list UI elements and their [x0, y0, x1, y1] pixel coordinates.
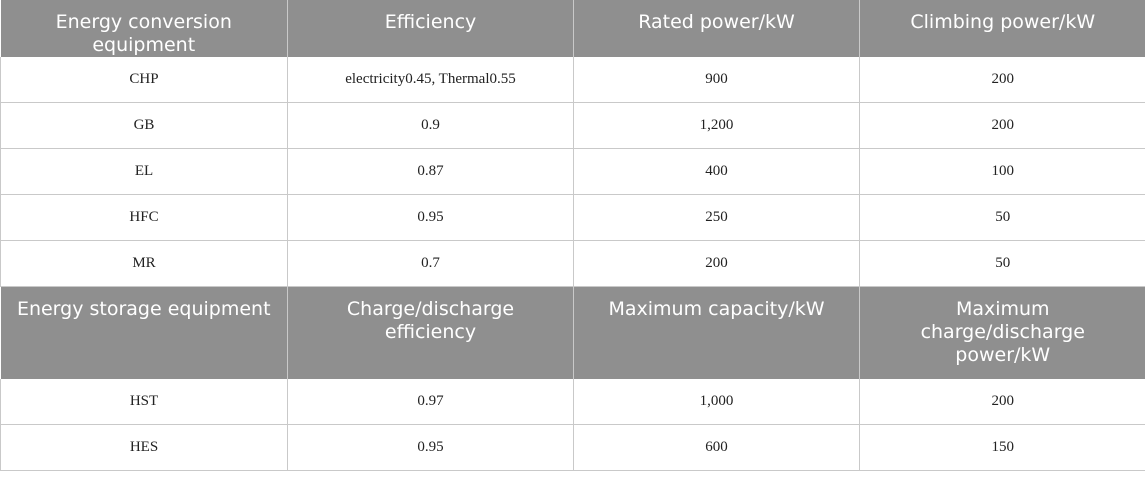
- header-cell: Rated power/kW: [573, 0, 860, 57]
- table-cell: 900: [573, 57, 860, 103]
- table-cell: 250: [573, 194, 860, 241]
- header-cell: Efficiency: [287, 0, 574, 57]
- table-cell: electricity0.45, Thermal0.55: [287, 57, 574, 103]
- table-cell: 50: [859, 194, 1145, 241]
- table-row: MR 0.7 200 50: [0, 240, 1145, 287]
- table-row: CHP electricity0.45, Thermal0.55 900 200: [0, 57, 1145, 103]
- storage-header-row: Energy storage equipment Charge/discharg…: [0, 286, 1145, 379]
- table-cell: HFC: [0, 194, 288, 241]
- table-cell: HES: [0, 424, 288, 471]
- table-cell: 400: [573, 148, 860, 195]
- table-cell: GB: [0, 102, 288, 149]
- table-row: GB 0.9 1,200 200: [0, 102, 1145, 149]
- header-cell: Charge/discharge efficiency: [287, 286, 574, 379]
- table-cell: 1,000: [573, 378, 860, 425]
- table-cell: HST: [0, 378, 288, 425]
- conversion-header-row: Energy conversion equipment Efficiency R…: [0, 0, 1145, 57]
- table-cell: 0.97: [287, 378, 574, 425]
- table-cell: 1,200: [573, 102, 860, 149]
- table-cell: 0.95: [287, 194, 574, 241]
- table-cell: EL: [0, 148, 288, 195]
- header-cell: Maximum charge/discharge power/kW: [859, 286, 1145, 379]
- table-cell: CHP: [0, 57, 288, 103]
- table-cell: 150: [859, 424, 1145, 471]
- header-cell: Maximum capacity/kW: [573, 286, 860, 379]
- table-cell: 50: [859, 240, 1145, 287]
- table-cell: 0.95: [287, 424, 574, 471]
- table-row: HST 0.97 1,000 200: [0, 378, 1145, 425]
- table-cell: 200: [573, 240, 860, 287]
- table-cell: 200: [859, 378, 1145, 425]
- table-cell: 200: [859, 57, 1145, 103]
- header-cell: Climbing power/kW: [859, 0, 1145, 57]
- table-row: HES 0.95 600 150: [0, 424, 1145, 471]
- table-cell: MR: [0, 240, 288, 287]
- table-cell: 0.7: [287, 240, 574, 287]
- table-cell: 0.9: [287, 102, 574, 149]
- table-cell: 200: [859, 102, 1145, 149]
- table-row: EL 0.87 400 100: [0, 148, 1145, 195]
- table-row: HFC 0.95 250 50: [0, 194, 1145, 241]
- table-cell: 100: [859, 148, 1145, 195]
- table-cell: 600: [573, 424, 860, 471]
- header-cell: Energy storage equipment: [0, 286, 288, 379]
- table-cell: 0.87: [287, 148, 574, 195]
- header-cell: Energy conversion equipment: [0, 0, 288, 57]
